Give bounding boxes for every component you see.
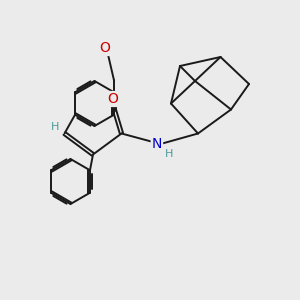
Text: N: N (152, 137, 162, 151)
Text: O: O (107, 92, 118, 106)
Text: H: H (51, 122, 59, 132)
Text: O: O (100, 41, 110, 55)
Text: H: H (165, 148, 173, 159)
